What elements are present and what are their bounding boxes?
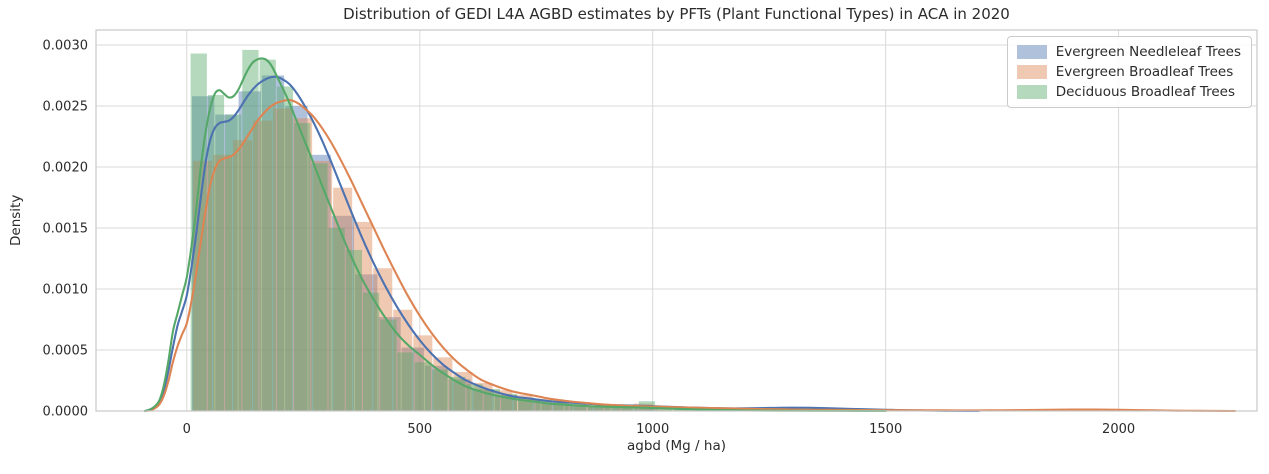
histogram-bar-blue — [238, 91, 261, 412]
legend-label: Deciduous Broadleaf Trees — [1055, 84, 1235, 100]
legend-label: Evergreen Needleleaf Trees — [1055, 44, 1241, 60]
legend-item: Evergreen Needleleaf Trees — [1016, 44, 1241, 60]
histogram-bar-green — [345, 249, 362, 411]
histogram-bar-blue — [564, 404, 588, 411]
histogram-bar-blue — [308, 154, 331, 412]
histogram-bar-blue — [401, 347, 424, 411]
histogram-bar-blue — [355, 274, 378, 411]
histogram-bar-orange — [212, 154, 232, 412]
histogram-bar-orange — [273, 108, 293, 411]
y-tick-label: 0.0025 — [43, 100, 89, 115]
histogram-bar-blue — [331, 215, 355, 411]
histogram-bar-blue — [192, 96, 215, 412]
histogram-bar-orange — [373, 268, 393, 411]
histogram-bar-green — [276, 86, 294, 412]
histogram-bar-green — [431, 369, 449, 411]
histogram-bar-blue — [215, 114, 238, 411]
legend: Evergreen Needleleaf Trees Evergreen Broa… — [1006, 36, 1252, 108]
histogram-bar-orange — [233, 140, 253, 411]
histogram-bar-orange — [333, 187, 353, 411]
chart-title: Distribution of GEDI L4A AGBD estimates … — [343, 5, 1010, 23]
histogram-bar-blue — [448, 379, 471, 411]
legend-swatch-icon — [1016, 45, 1047, 59]
x-tick-label: 2000 — [1102, 422, 1135, 437]
histogram-bar-orange — [573, 403, 593, 411]
histogram-bar-green — [190, 53, 207, 412]
histogram-bar-blue — [611, 407, 634, 411]
histogram-bar-green — [414, 362, 431, 411]
histogram-bar-orange — [293, 118, 313, 411]
histogram-bar-green — [242, 49, 259, 411]
histogram-bar-green — [328, 228, 345, 411]
plot-border — [95, 29, 1258, 412]
histogram-bar-orange — [253, 120, 273, 411]
histogram-bar-green — [207, 95, 225, 412]
histogram-bar-green — [449, 376, 466, 411]
histogram-bar-blue — [285, 106, 308, 411]
histogram-bar-green — [552, 402, 569, 411]
histogram-bar-blue — [518, 400, 541, 411]
histogram-bar-green — [259, 59, 276, 412]
y-tick-label: 0.0005 — [43, 344, 89, 359]
y-tick-label: 0.0030 — [43, 39, 89, 54]
histogram-bar-green — [397, 352, 414, 411]
kde-curve-green — [143, 57, 887, 413]
x-tick-label: 0 — [183, 422, 191, 437]
histogram-bar-blue — [588, 406, 611, 411]
histogram-bar-green — [311, 163, 328, 411]
y-tick-label: 0.0010 — [43, 283, 89, 298]
legend-swatch-icon — [1016, 65, 1047, 79]
histogram-bar-green — [604, 406, 621, 411]
legend-swatch-icon — [1016, 85, 1047, 99]
histogram-bar-blue — [424, 365, 448, 411]
histogram-bar-green — [225, 114, 242, 411]
histogram-bar-blue — [261, 75, 285, 411]
histogram-bar-orange — [313, 160, 333, 411]
histogram-bar-orange — [553, 401, 573, 411]
y-tick-label: 0.0020 — [43, 161, 89, 176]
histogram-bar-green — [294, 123, 311, 411]
x-axis-label: agbd (Mg / ha) — [627, 438, 726, 454]
histogram-bar-blue — [541, 403, 564, 411]
histogram-bar-blue — [634, 408, 657, 411]
histogram-bar-green — [380, 319, 397, 411]
histogram-bar-green — [535, 400, 552, 411]
kde-curve-orange — [143, 98, 1237, 413]
histogram-bar-orange — [593, 404, 613, 411]
legend-item: Evergreen Broadleaf Trees — [1016, 64, 1241, 80]
histogram-bar-green — [362, 292, 380, 411]
histogram-bar-green — [587, 405, 604, 411]
x-tick-label: 1000 — [636, 422, 669, 437]
y-tick-label: 0.0000 — [43, 405, 89, 420]
histogram-bar-blue — [378, 317, 401, 411]
x-tick-label: 500 — [407, 422, 432, 437]
legend-label: Evergreen Broadleaf Trees — [1055, 64, 1234, 80]
y-tick-label: 0.0015 — [43, 222, 89, 237]
histogram-bar-orange — [613, 406, 633, 411]
legend-item: Deciduous Broadleaf Trees — [1016, 84, 1241, 100]
histogram-bar-green — [569, 404, 587, 411]
x-tick-label: 1500 — [869, 422, 902, 437]
